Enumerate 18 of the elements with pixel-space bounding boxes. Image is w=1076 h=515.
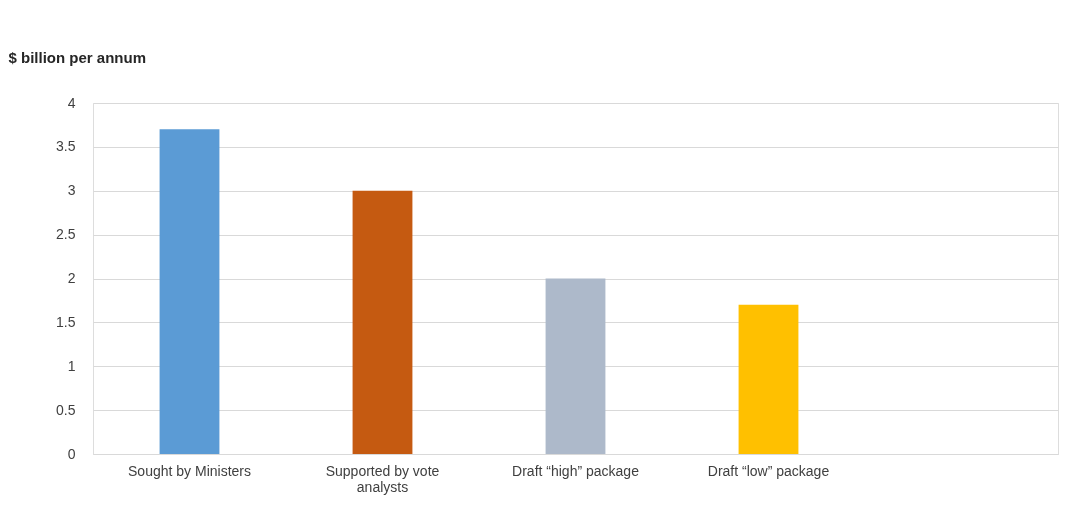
y-tick-label: 2.5 — [56, 226, 76, 243]
bar — [352, 190, 413, 454]
bar — [159, 129, 220, 454]
y-tick-label: 0.5 — [56, 401, 76, 418]
y-axis-title: $ billion per annum — [8, 48, 147, 66]
x-tick-label: Draft “high” package — [512, 462, 640, 479]
y-tick-label: 3 — [67, 182, 76, 199]
x-tick-label: Sought by Ministers — [128, 462, 251, 479]
bar — [545, 278, 606, 454]
bar — [738, 304, 799, 454]
y-tick-label: 2 — [67, 270, 76, 286]
y-tick-label: 0 — [67, 445, 76, 462]
y-tick-label: 3.5 — [56, 138, 76, 155]
x-tick-label: Draft “low” package — [707, 462, 830, 479]
x-tick-label: Supported by vote analysts — [325, 462, 440, 495]
y-tick-label: 4 — [67, 94, 76, 111]
y-tick-label: 1 — [67, 357, 76, 374]
y-tick-label: 1.5 — [56, 313, 76, 330]
